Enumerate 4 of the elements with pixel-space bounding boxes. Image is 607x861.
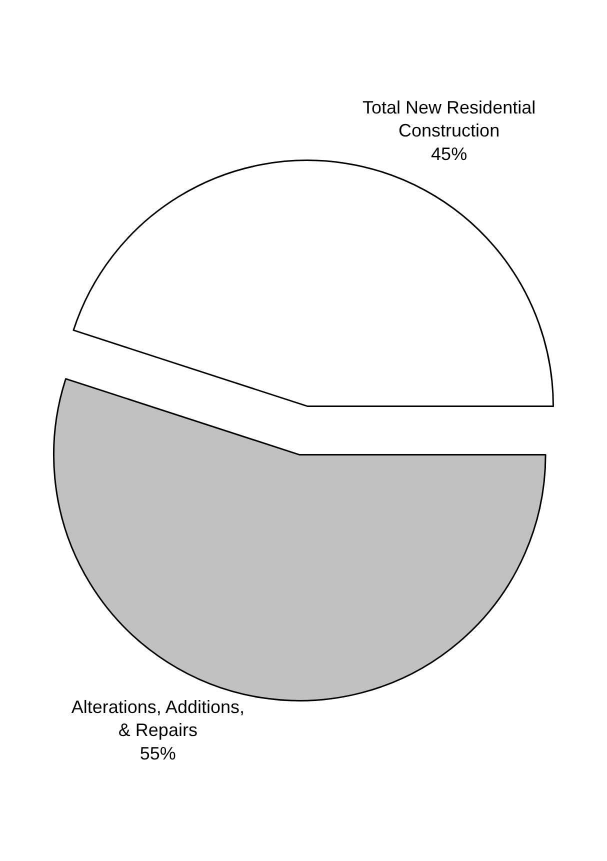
slice-label: Alterations, Additions, & Repairs: [71, 696, 244, 740]
slice-label: Total New Residential Construction: [362, 97, 536, 141]
data-label: 55%: [140, 744, 176, 764]
data-label: 45%: [431, 144, 468, 164]
